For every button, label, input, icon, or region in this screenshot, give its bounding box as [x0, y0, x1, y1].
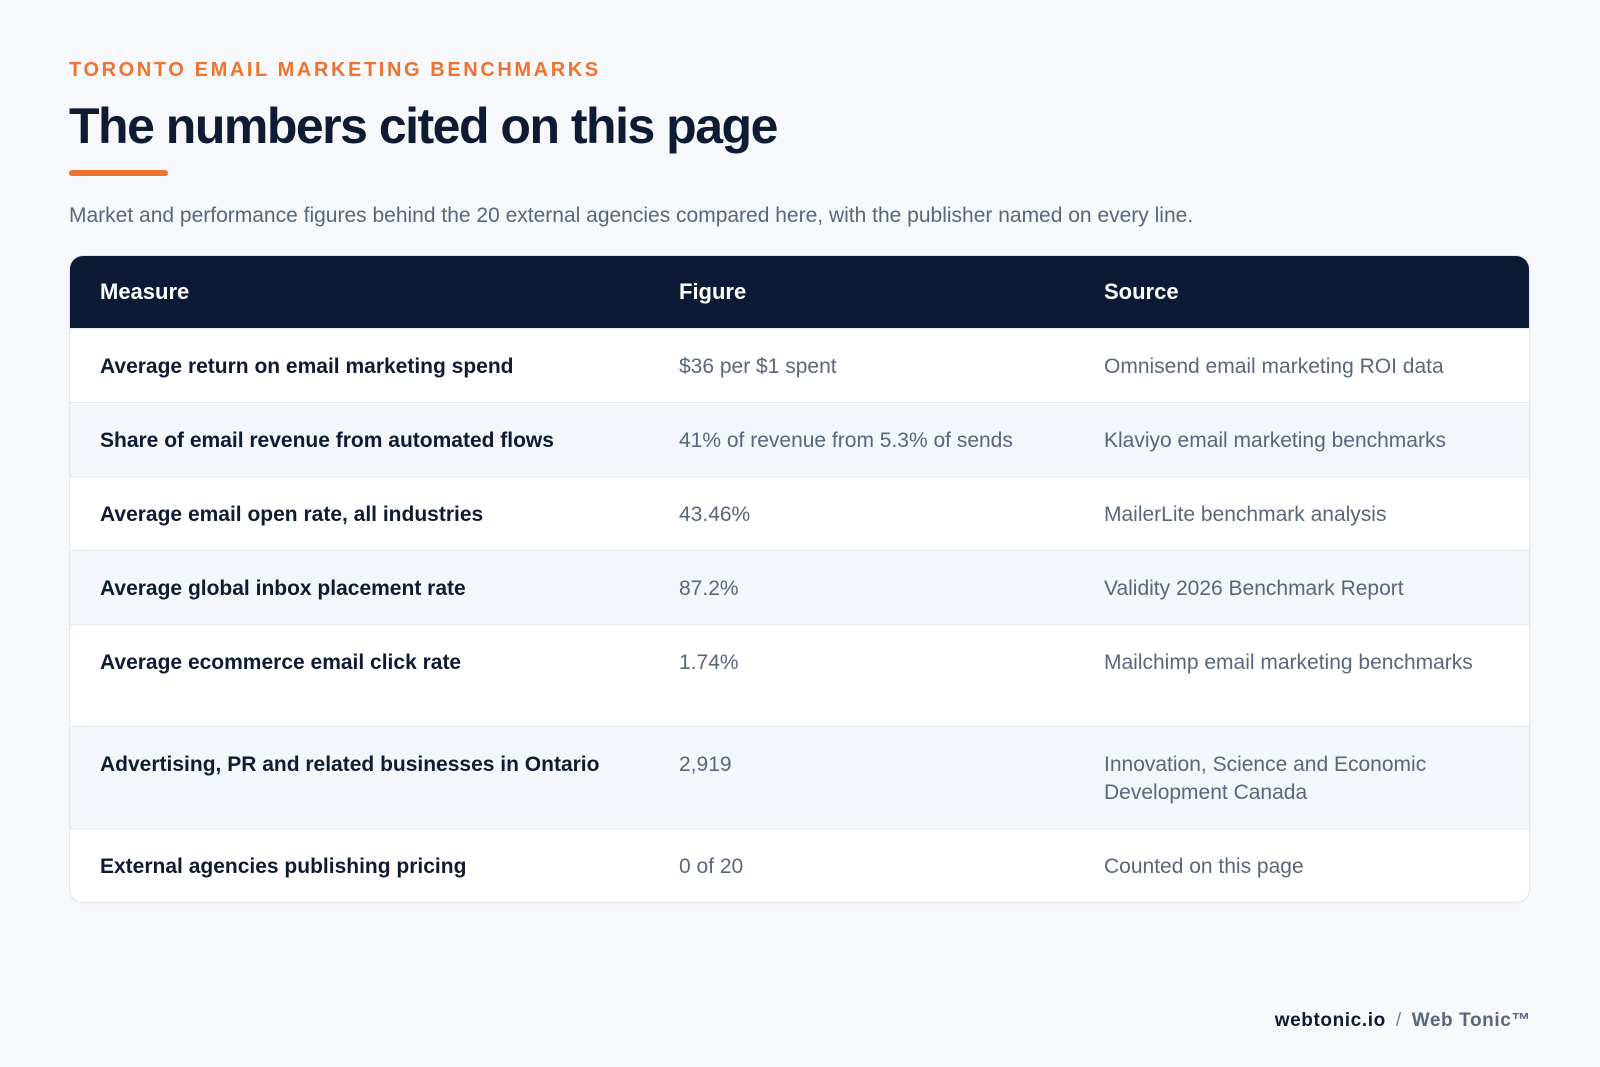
measure-cell: Average ecommerce email click rate: [100, 651, 462, 674]
figure-cell: 2,919: [679, 753, 732, 776]
figure-cell: 0 of 20: [679, 855, 744, 878]
table-row: External agencies publishing pricing 0 o…: [70, 828, 1529, 902]
source-cell: Mailchimp email marketing benchmarks: [1104, 651, 1473, 674]
page-subtitle: Market and performance figures behind th…: [69, 204, 1194, 227]
figure-cell: $36 per $1 spent: [679, 355, 837, 378]
table-row: Average email open rate, all industries …: [70, 476, 1529, 550]
footer-separator: /: [1395, 1010, 1402, 1031]
table-row: Average ecommerce email click rate 1.74%…: [70, 624, 1529, 726]
title-underline: [69, 170, 168, 176]
figure-cell: 1.74%: [679, 651, 739, 674]
table-row: Advertising, PR and related businesses i…: [70, 726, 1529, 828]
column-header-figure: Figure: [679, 279, 747, 304]
source-cell: MailerLite benchmark analysis: [1104, 503, 1387, 526]
table-row: Average return on email marketing spend …: [70, 328, 1529, 402]
source-cell: Klaviyo email marketing benchmarks: [1104, 429, 1446, 452]
source-cell: Innovation, Science and Economic Develop…: [1104, 753, 1427, 804]
source-cell: Omnisend email marketing ROI data: [1104, 355, 1444, 378]
measure-cell: Average return on email marketing spend: [100, 355, 514, 378]
table-row: Average global inbox placement rate 87.2…: [70, 550, 1529, 624]
figure-cell: 43.46%: [679, 503, 751, 526]
measure-cell: Share of email revenue from automated fl…: [100, 429, 554, 452]
page-title: The numbers cited on this page: [69, 98, 778, 154]
source-cell: Counted on this page: [1104, 855, 1304, 878]
benchmarks-table: Measure Figure Source Average return on …: [69, 255, 1530, 903]
measure-cell: Average global inbox placement rate: [100, 577, 466, 600]
footer-credit: webtonic.io / Web Tonic™: [1275, 1010, 1531, 1032]
footer-brand: Web Tonic™: [1411, 1010, 1531, 1031]
measure-cell: External agencies publishing pricing: [100, 855, 467, 878]
eyebrow-label: TORONTO EMAIL MARKETING BENCHMARKS: [69, 59, 601, 81]
figure-cell: 41% of revenue from 5.3% of sends: [679, 429, 1013, 452]
table-header: Measure Figure Source: [70, 256, 1529, 328]
table-row: Share of email revenue from automated fl…: [70, 402, 1529, 476]
column-header-measure: Measure: [100, 279, 190, 304]
footer-domain-link[interactable]: webtonic.io: [1274, 1010, 1386, 1031]
source-cell: Validity 2026 Benchmark Report: [1104, 577, 1404, 600]
measure-cell: Average email open rate, all industries: [100, 503, 484, 526]
column-header-source: Source: [1104, 279, 1179, 304]
measure-cell: Advertising, PR and related businesses i…: [100, 753, 600, 776]
figure-cell: 87.2%: [679, 577, 739, 600]
